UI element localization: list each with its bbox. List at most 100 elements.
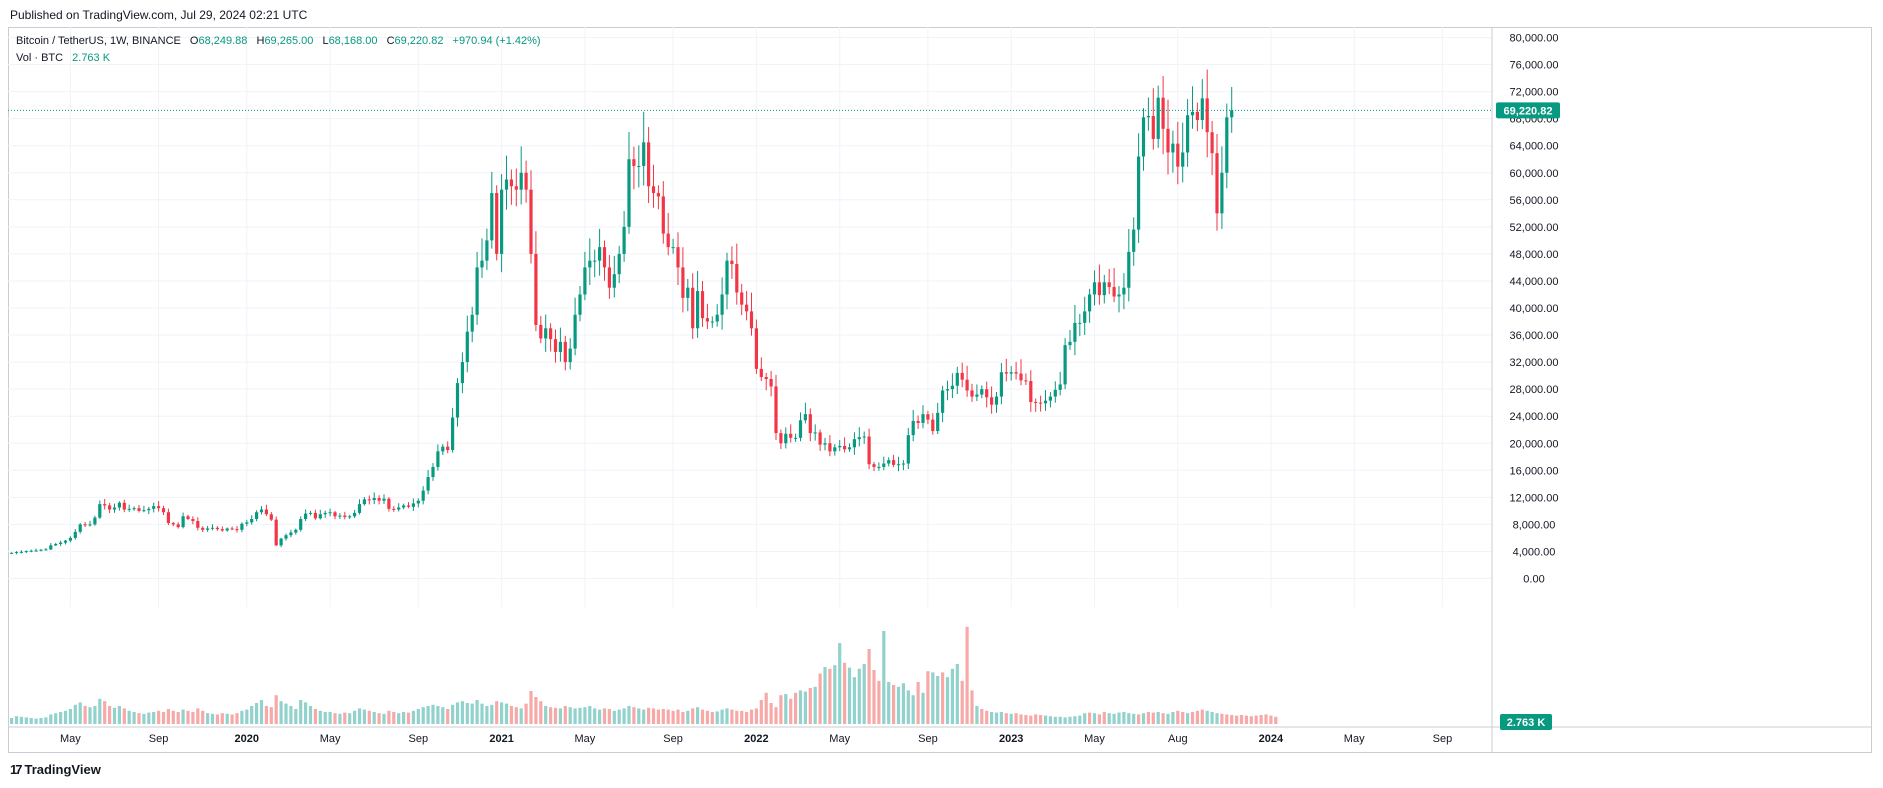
volume-bar: [93, 706, 97, 724]
volume-bar: [647, 707, 651, 724]
candle-body: [108, 505, 112, 510]
candle-body: [284, 535, 288, 539]
volume-bar: [985, 710, 989, 724]
chart-frame[interactable]: [8, 27, 1872, 753]
time-tick-label: May: [1084, 733, 1105, 745]
candle-body: [583, 267, 587, 295]
candle-body: [1215, 153, 1219, 214]
volume-bar: [421, 707, 425, 724]
candle-body: [862, 436, 866, 438]
volume-bar: [681, 712, 685, 724]
volume-bar: [730, 709, 734, 724]
price-tick-label: 56,000.00: [1510, 195, 1559, 207]
volume-bar: [274, 695, 278, 724]
candle-body: [313, 512, 317, 519]
tradingview-logo[interactable]: 17 TradingView: [10, 762, 101, 777]
volume-bar: [1053, 716, 1057, 724]
volume-badge: [1500, 714, 1552, 730]
volume-bar: [818, 673, 822, 724]
candle-body: [740, 292, 744, 305]
volume-bar: [519, 708, 523, 724]
volume-bar: [191, 712, 195, 724]
candle-body: [59, 542, 63, 545]
candle-body: [700, 291, 705, 319]
volume-bar: [696, 707, 700, 724]
candle-body: [117, 502, 121, 508]
volume-bar: [617, 709, 621, 724]
volume-bar: [700, 709, 705, 724]
time-tick-label: Sep: [663, 733, 683, 745]
volume-bar: [1058, 716, 1062, 724]
volume-bar: [367, 710, 371, 724]
candle-body: [235, 529, 239, 531]
volume-bar: [509, 706, 513, 724]
candle-body: [362, 499, 366, 505]
volume-bar: [137, 713, 141, 724]
volume-bar: [475, 700, 479, 724]
candle-body: [994, 396, 999, 405]
tradingview-icon: 17: [10, 762, 23, 777]
volume-bar: [348, 713, 352, 724]
ohlc-legend: Bitcoin / TetherUS, 1W, BINANCE O68,249.…: [16, 35, 541, 47]
volume-bar: [1132, 713, 1136, 724]
volume-bar: [1004, 713, 1008, 724]
volume-bar: [691, 708, 695, 724]
candle-body: [387, 498, 391, 509]
volume-bar: [803, 691, 807, 724]
candle-body: [1195, 111, 1199, 121]
candle-body: [1117, 294, 1121, 297]
volume-bar: [1235, 715, 1239, 724]
volume-bar: [1073, 716, 1077, 724]
candle-body: [431, 466, 435, 478]
volume-bar: [926, 671, 930, 724]
volume-bar: [495, 701, 499, 724]
volume-bar: [833, 665, 837, 724]
volume-bar: [166, 709, 170, 724]
candle-body: [460, 362, 464, 384]
candle-body: [255, 512, 259, 519]
volume-bar: [132, 712, 136, 724]
volume-bar: [186, 710, 190, 724]
candle-body: [83, 524, 87, 526]
candle-body: [98, 504, 102, 518]
candle-body: [112, 507, 117, 510]
volume-bar: [181, 709, 185, 724]
volume-bar: [563, 706, 567, 724]
volume-legend-label: Vol · BTC: [16, 52, 64, 64]
candle-body: [353, 512, 357, 517]
candle-body: [475, 267, 479, 315]
price-tick-label: 48,000.00: [1510, 249, 1559, 261]
open-value: 68,249.88: [198, 35, 248, 47]
candle-body: [416, 500, 420, 504]
last-price-badge: [1496, 102, 1560, 119]
candle-body: [1112, 287, 1116, 297]
candle-body: [279, 538, 283, 546]
candle-body: [794, 437, 798, 439]
volume-bar: [1200, 709, 1204, 724]
volume-bar: [999, 712, 1003, 724]
candle-body: [196, 521, 200, 528]
candle-body: [607, 267, 611, 288]
candle-body: [181, 516, 185, 528]
volume-bar: [470, 703, 474, 724]
candle-body: [901, 463, 905, 465]
volume-bar: [1225, 714, 1229, 724]
candle-body: [215, 527, 219, 530]
candle-body: [176, 524, 180, 528]
candle-body: [392, 508, 396, 510]
volume-bar: [460, 701, 464, 724]
candle-body: [1127, 251, 1131, 288]
candle-body: [372, 498, 376, 501]
volume-bar: [852, 677, 856, 724]
volume-bar: [593, 708, 597, 724]
candle-body: [999, 372, 1003, 397]
candle-body: [759, 368, 763, 377]
candle-body: [847, 447, 852, 450]
candle-body: [1186, 115, 1190, 153]
candle-body: [985, 389, 989, 398]
candle-body: [127, 508, 131, 510]
candle-body: [892, 460, 896, 465]
candle-body: [715, 314, 719, 322]
volume-bar: [838, 643, 842, 724]
